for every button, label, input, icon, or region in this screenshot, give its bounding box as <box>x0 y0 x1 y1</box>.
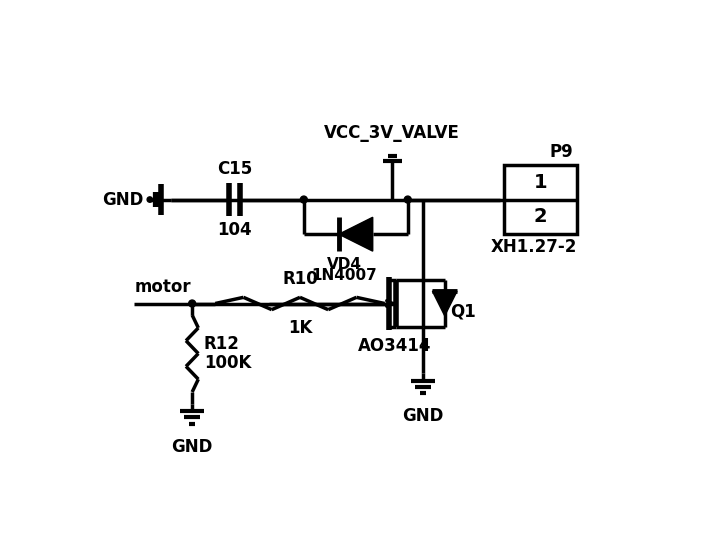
Text: GND: GND <box>103 191 144 208</box>
Circle shape <box>188 300 196 307</box>
Circle shape <box>404 196 412 203</box>
Polygon shape <box>432 291 457 316</box>
Text: 2: 2 <box>534 207 547 226</box>
Text: C15: C15 <box>217 160 252 178</box>
Text: R12: R12 <box>204 335 240 353</box>
Text: GND: GND <box>402 408 444 426</box>
Polygon shape <box>339 217 373 251</box>
Text: motor: motor <box>134 278 191 296</box>
Bar <box>504 165 577 234</box>
Text: P9: P9 <box>549 143 573 161</box>
Text: 1: 1 <box>534 173 547 192</box>
Text: R10: R10 <box>282 270 318 288</box>
Text: 1N4007: 1N4007 <box>311 268 377 283</box>
Text: VD4: VD4 <box>327 257 362 272</box>
Circle shape <box>147 197 152 202</box>
Text: XH1.27-2: XH1.27-2 <box>491 238 577 256</box>
Circle shape <box>300 196 308 203</box>
Text: 1K: 1K <box>288 319 312 337</box>
Text: 100K: 100K <box>204 354 251 372</box>
Text: Q1: Q1 <box>450 302 476 320</box>
Text: 104: 104 <box>217 221 252 239</box>
Text: AO3414: AO3414 <box>357 337 431 355</box>
Text: GND: GND <box>171 438 213 456</box>
Text: VCC_3V_VALVE: VCC_3V_VALVE <box>324 124 461 142</box>
